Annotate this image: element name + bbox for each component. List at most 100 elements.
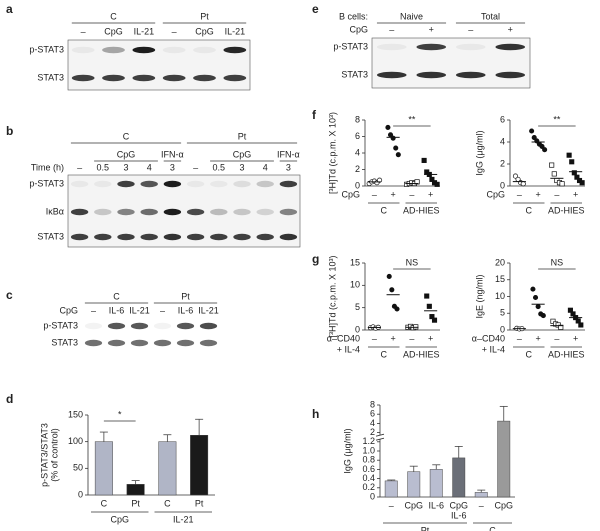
label: STAT3 [37,231,64,241]
band [176,322,195,330]
y-tick-label: 6 [370,409,375,419]
bar [126,484,145,496]
bar [158,441,177,496]
y-tick-label: 0 [78,489,83,499]
y-tick-label: 0.8 [362,455,375,465]
label: STAT3 [341,69,368,79]
band [279,180,298,188]
label: IFN-α [277,149,300,159]
band [455,43,486,51]
label: – [77,162,82,172]
band [455,71,486,79]
point [389,287,395,293]
point [558,324,564,330]
group-label: AD-HIES [403,205,440,215]
y-tick-label: 20 [495,257,505,267]
band [117,180,135,188]
panel-label: g [312,252,319,266]
label: C [110,11,117,21]
point [394,306,400,312]
y-tick-label: 15 [495,274,505,284]
band [117,233,135,241]
point [393,145,399,151]
band [84,322,103,330]
group-label: Pt [421,525,430,531]
panel-label: h [312,407,319,421]
label: + [429,24,434,34]
x-tick-label: + [390,189,395,199]
point [385,124,391,130]
x-row-label: CpG [341,189,360,199]
y-tick-label: 6 [500,114,505,124]
y-tick-label: 0 [355,324,360,334]
y-tick-label: 10 [350,280,360,290]
label: – [160,305,165,315]
band [495,43,526,51]
band [94,233,112,241]
point [532,294,539,301]
band [233,208,251,216]
y-tick-label: 6 [355,131,360,141]
x-tick-label: – [554,189,559,199]
panel-label: f [312,108,317,122]
blot-frame [67,39,251,91]
point [578,322,584,328]
label: 3 [286,162,291,172]
group-label: CpG [110,514,129,524]
label: CpG [59,305,78,315]
y-tick-label: 2 [370,427,375,437]
label: p-STAT3 [29,44,64,54]
band [70,208,89,216]
point [549,162,555,168]
point [530,286,536,292]
point [535,303,541,310]
band [256,208,274,216]
band [186,180,205,188]
x-row-label: α–CD40 [327,333,360,343]
label: IL-21 [134,26,155,36]
label: C [123,131,130,141]
point [575,318,581,324]
x-tick-label: + [535,333,540,343]
label: Total [481,11,500,21]
label: 3 [239,162,244,172]
label: IL-21 [129,305,150,315]
y-axis-label: [³H]Td (c.p.m. X 10³) [327,255,337,337]
point [424,293,430,299]
band [210,180,228,188]
label: – [389,24,394,34]
x-tick-label: CpG [494,500,513,510]
band [416,43,447,51]
label: IL-21 [198,305,219,315]
band [70,233,89,241]
y-axis-label: IgG (μg/ml) [342,428,352,473]
point [539,143,545,149]
panel-label: b [6,124,13,138]
group-label: C [489,525,496,531]
x-tick-label: – [409,189,414,199]
band [132,74,156,82]
point [395,152,401,158]
band [416,71,447,79]
label: IκBα [46,206,64,216]
y-axis-label: p-STAT3/STAT3 [39,423,49,487]
axis-break [376,435,384,440]
label: STAT3 [51,337,78,347]
label: STAT3 [37,72,64,82]
x-tick-label: IL-6 [428,500,444,510]
y-tick-label: 50 [73,463,83,473]
axis-break-mark [375,437,385,441]
bar [429,469,443,498]
band [94,208,112,216]
y-tick-label: 5 [355,302,360,312]
y-tick-label: 4 [355,147,360,157]
point [574,174,580,180]
x-tick-label: – [389,500,394,510]
label: – [468,24,473,34]
x-tick-label: – [517,189,522,199]
point [429,314,435,320]
band [176,339,195,347]
x-row-label: CpG [486,189,505,199]
y-tick-label: 2 [355,164,360,174]
band [132,46,156,54]
